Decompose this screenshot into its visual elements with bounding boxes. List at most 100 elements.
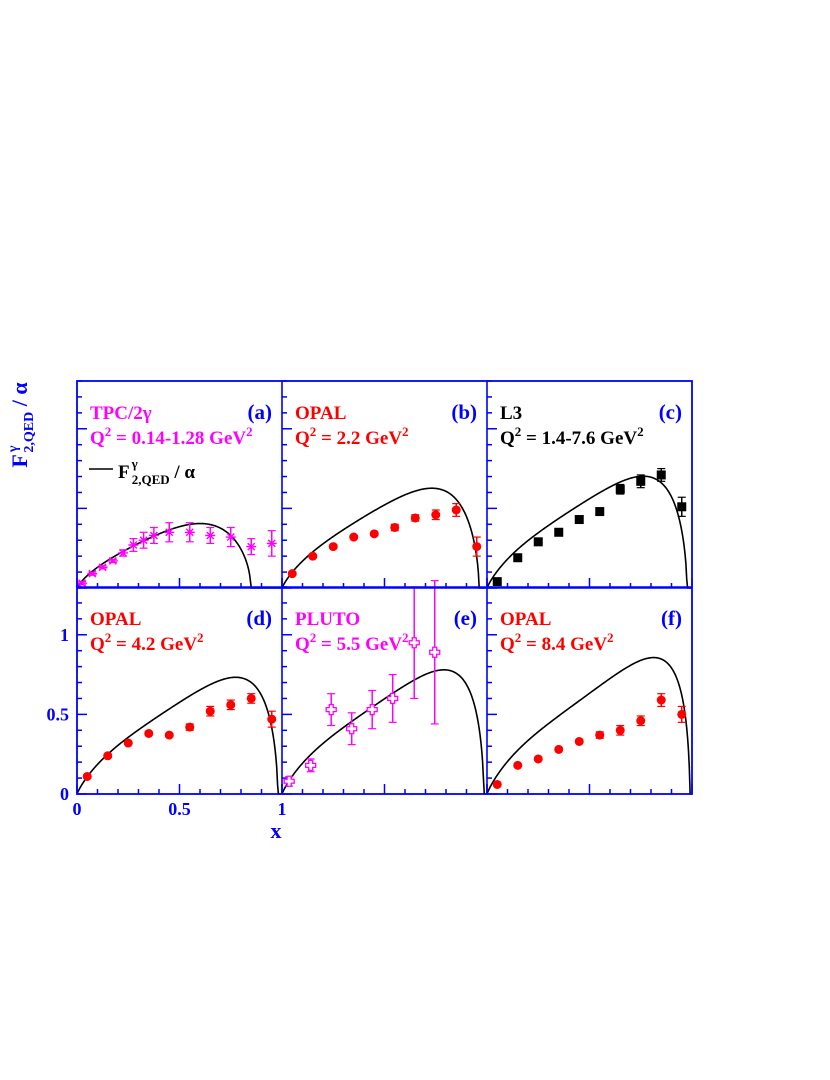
data-point	[431, 509, 441, 521]
y-tick-label: 0	[60, 784, 69, 804]
data-point	[554, 527, 564, 537]
data-point	[144, 728, 154, 738]
point-marker	[408, 637, 420, 649]
q2-label: Q2 = 4.2 GeV2	[90, 630, 204, 655]
y-tick-label: 1	[60, 625, 69, 645]
x-tick-label: 1	[278, 799, 287, 819]
point-marker	[118, 548, 129, 557]
point-marker	[103, 751, 113, 761]
point-marker	[148, 531, 159, 540]
data-point	[513, 553, 523, 563]
point-marker	[451, 505, 461, 515]
data-point	[325, 693, 337, 727]
point-marker	[246, 542, 257, 551]
point-marker	[677, 709, 687, 719]
data-point	[164, 522, 175, 543]
point-marker	[513, 553, 523, 563]
data-point	[410, 513, 420, 523]
y-tick-label: 0.5	[47, 704, 70, 724]
point-marker	[328, 542, 338, 552]
data-point	[615, 483, 625, 495]
data-point	[87, 569, 98, 578]
data-point	[225, 526, 236, 548]
point-marker	[164, 528, 175, 537]
data-point	[266, 530, 277, 557]
data-point	[287, 569, 297, 579]
f2-qed-curve	[76, 522, 281, 589]
data-point	[138, 531, 149, 549]
point-marker	[574, 515, 584, 525]
experiment-label: L3	[500, 403, 522, 424]
point-marker	[656, 695, 666, 705]
data-point	[656, 693, 666, 708]
point-marker	[472, 542, 482, 552]
q2-label: Q2 = 8.4 GeV2	[500, 630, 614, 655]
point-marker	[287, 569, 297, 579]
point-marker	[184, 528, 195, 537]
experiment-label: OPAL	[90, 609, 141, 630]
point-marker	[677, 502, 687, 512]
data-point	[492, 577, 502, 587]
point-marker	[492, 577, 502, 587]
data-point	[533, 754, 543, 764]
f2-qed-curve	[281, 487, 486, 589]
point-marker	[636, 716, 646, 726]
point-marker	[226, 700, 236, 710]
data-point	[205, 526, 216, 545]
f2-qed-curve	[486, 656, 691, 795]
data-point	[492, 779, 502, 789]
data-point	[615, 724, 625, 736]
data-point	[123, 738, 133, 748]
point-marker	[305, 759, 317, 771]
f2-qed-curve	[486, 475, 691, 589]
point-marker	[225, 533, 236, 542]
point-marker	[656, 470, 666, 480]
panel-tag: (c)	[659, 400, 682, 424]
data-point	[107, 556, 118, 565]
point-marker	[636, 476, 646, 486]
data-point	[246, 693, 256, 704]
data-point	[82, 771, 92, 781]
f2-qed-curve	[281, 669, 486, 795]
point-marker	[77, 579, 88, 588]
experiment-label: OPAL	[295, 403, 346, 424]
data-point	[387, 673, 399, 723]
data-point	[513, 760, 523, 770]
data-point	[636, 474, 646, 489]
data-point	[164, 730, 174, 740]
data-point	[574, 515, 584, 525]
data-point	[656, 467, 666, 482]
point-marker	[144, 728, 154, 738]
data-point	[308, 551, 318, 561]
point-marker	[431, 510, 441, 520]
data-point	[328, 542, 338, 552]
data-point	[346, 712, 358, 746]
data-point	[283, 775, 295, 787]
point-marker	[283, 775, 295, 787]
data-point	[128, 538, 139, 552]
data-point	[366, 689, 378, 730]
data-point	[103, 751, 113, 761]
data-point	[349, 532, 359, 542]
experiment-label: TPC/2γ	[90, 403, 152, 424]
experiment-label: OPAL	[500, 609, 551, 630]
panel-tag: (f)	[661, 606, 682, 630]
point-marker	[205, 531, 216, 540]
point-marker	[138, 536, 149, 545]
data-point	[205, 705, 215, 717]
point-marker	[513, 760, 523, 770]
point-marker	[267, 714, 277, 724]
data-point	[472, 536, 482, 557]
point-marker	[349, 532, 359, 542]
data-point	[451, 503, 461, 517]
data-point	[77, 579, 88, 588]
panel-tag: (d)	[246, 606, 272, 630]
data-point	[595, 507, 605, 517]
